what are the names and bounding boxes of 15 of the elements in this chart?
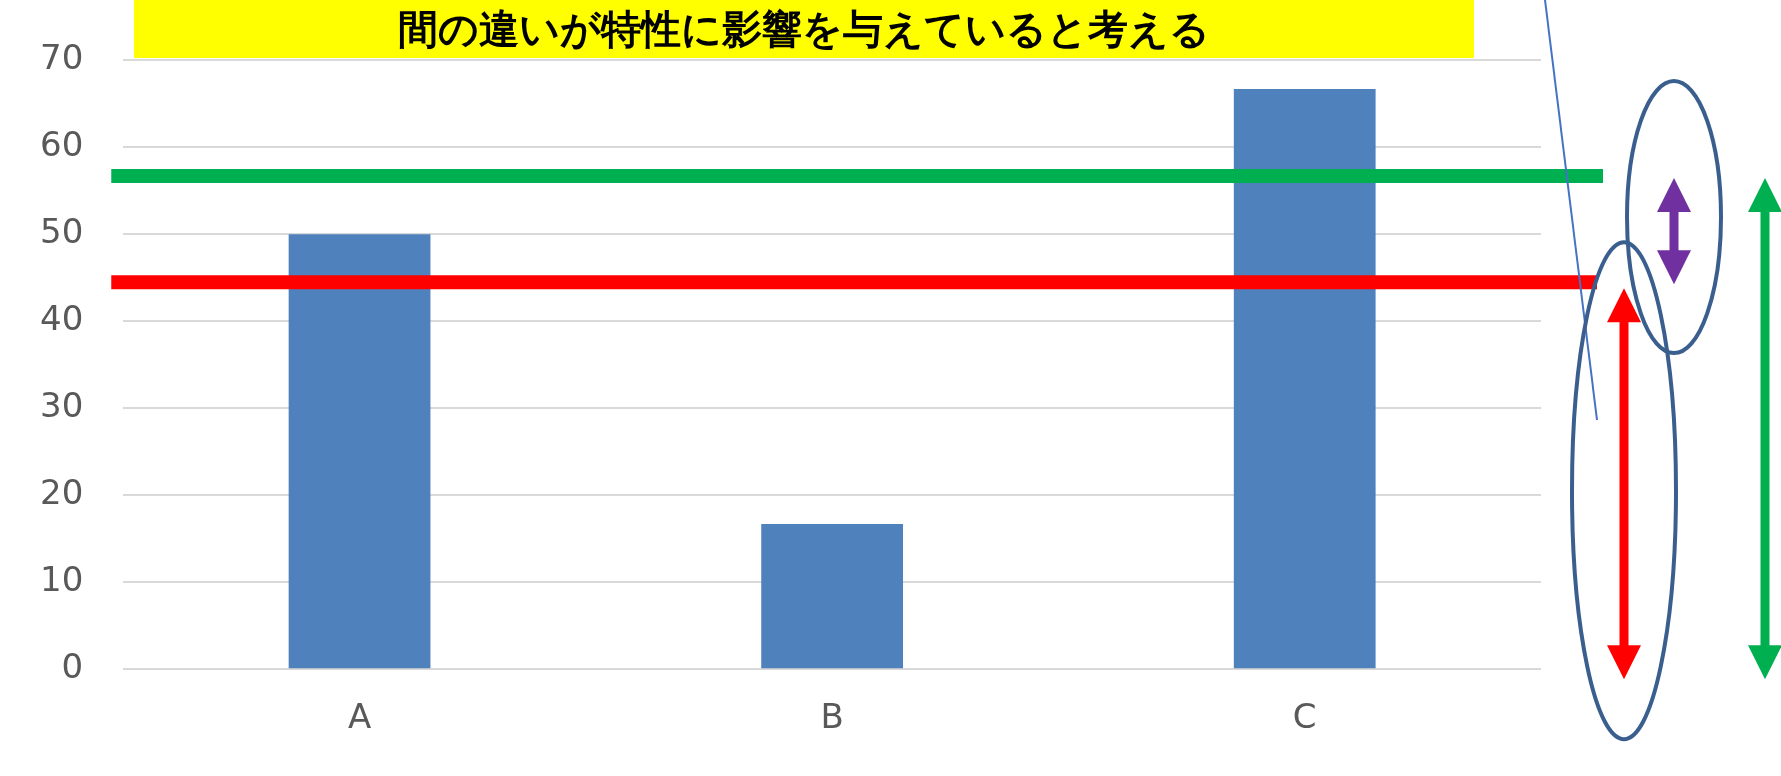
bar <box>1233 89 1376 669</box>
y-tick-label: 0 <box>61 646 84 687</box>
y-tick-label: 10 <box>40 559 84 600</box>
y-tick-label: 60 <box>40 124 84 165</box>
y-tick-label: 30 <box>40 385 84 426</box>
x-tick-label: A <box>347 696 372 737</box>
y-tick-label: 40 <box>40 298 84 339</box>
y-tick-label: 20 <box>40 472 84 513</box>
text: 間の違いが特性に影響を与えていると考える <box>134 0 1474 58</box>
bar <box>761 523 904 669</box>
bar <box>288 234 431 669</box>
x-tick-label: B <box>820 696 844 737</box>
y-tick-label: 70 <box>40 37 84 78</box>
y-tick-label: 50 <box>40 211 84 252</box>
x-tick-label: C <box>1292 696 1317 737</box>
